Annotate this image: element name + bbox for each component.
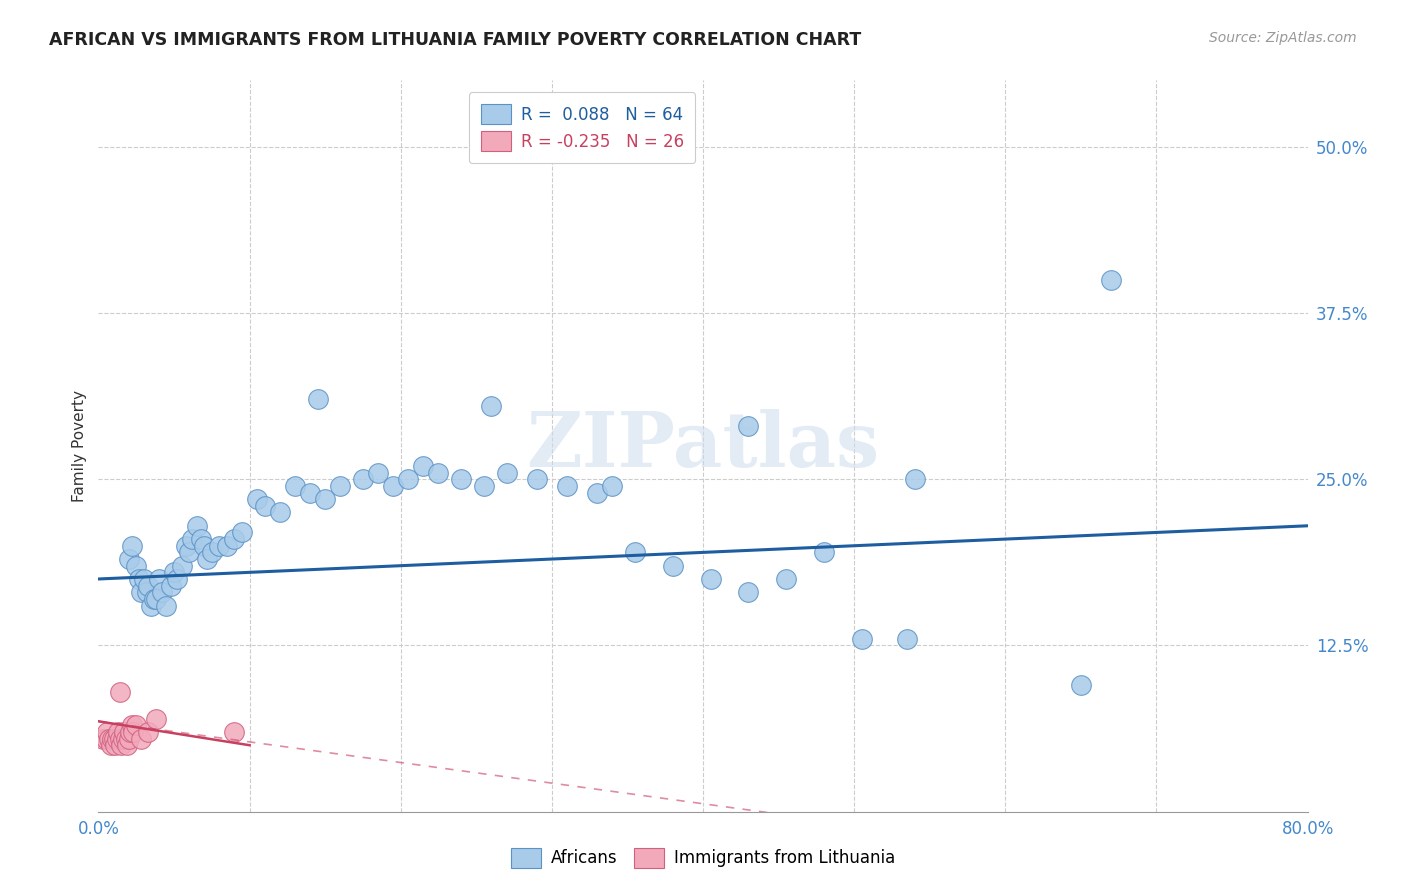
Point	[284, 479, 307, 493]
Point	[148, 572, 170, 586]
Point	[201, 545, 224, 559]
Point	[100, 738, 122, 752]
Point	[661, 558, 683, 573]
Point	[737, 585, 759, 599]
Point	[246, 492, 269, 507]
Point	[155, 599, 177, 613]
Point	[136, 725, 159, 739]
Point	[166, 572, 188, 586]
Point	[602, 479, 624, 493]
Point	[193, 539, 215, 553]
Point	[128, 572, 150, 586]
Legend: R =  0.088   N = 64, R = -0.235   N = 26: R = 0.088 N = 64, R = -0.235 N = 26	[468, 92, 696, 163]
Point	[118, 552, 141, 566]
Point	[145, 712, 167, 726]
Point	[160, 579, 183, 593]
Point	[96, 725, 118, 739]
Point	[150, 585, 173, 599]
Y-axis label: Family Poverty: Family Poverty	[72, 390, 87, 502]
Point	[115, 738, 138, 752]
Point	[108, 731, 131, 746]
Point	[813, 545, 835, 559]
Point	[1070, 678, 1092, 692]
Point	[427, 466, 450, 480]
Point	[111, 731, 134, 746]
Point	[526, 472, 548, 486]
Point	[186, 518, 208, 533]
Point	[450, 472, 472, 486]
Point	[108, 685, 131, 699]
Point	[121, 718, 143, 732]
Point	[129, 585, 152, 599]
Point	[215, 539, 238, 553]
Point	[163, 566, 186, 580]
Point	[125, 718, 148, 732]
Point	[121, 539, 143, 553]
Point	[114, 731, 136, 746]
Point	[94, 731, 117, 746]
Point	[122, 725, 145, 739]
Point	[472, 479, 495, 493]
Point	[1099, 273, 1122, 287]
Point	[101, 731, 124, 746]
Text: AFRICAN VS IMMIGRANTS FROM LITHUANIA FAMILY POVERTY CORRELATION CHART: AFRICAN VS IMMIGRANTS FROM LITHUANIA FAM…	[49, 31, 862, 49]
Point	[120, 725, 142, 739]
Point	[112, 725, 135, 739]
Point	[367, 466, 389, 480]
Legend: Africans, Immigrants from Lithuania: Africans, Immigrants from Lithuania	[505, 841, 901, 875]
Point	[352, 472, 374, 486]
Point	[208, 539, 231, 553]
Point	[495, 466, 517, 480]
Point	[135, 585, 157, 599]
Point	[329, 479, 352, 493]
Point	[143, 591, 166, 606]
Point	[103, 731, 125, 746]
Point	[269, 506, 291, 520]
Point	[775, 572, 797, 586]
Text: Source: ZipAtlas.com: Source: ZipAtlas.com	[1209, 31, 1357, 45]
Point	[314, 492, 336, 507]
Point	[174, 539, 197, 553]
Point	[624, 545, 647, 559]
Point	[91, 731, 114, 746]
Point	[904, 472, 927, 486]
Point	[104, 738, 127, 752]
Point	[699, 572, 721, 586]
Point	[231, 525, 253, 540]
Point	[170, 558, 193, 573]
Point	[179, 545, 201, 559]
Point	[586, 485, 609, 500]
Point	[382, 479, 405, 493]
Point	[896, 632, 918, 646]
Point	[141, 599, 163, 613]
Point	[224, 725, 246, 739]
Point	[136, 579, 159, 593]
Point	[851, 632, 873, 646]
Point	[132, 572, 155, 586]
Point	[555, 479, 578, 493]
Point	[481, 399, 503, 413]
Point	[412, 458, 434, 473]
Point	[195, 552, 218, 566]
Point	[181, 532, 204, 546]
Point	[110, 738, 132, 752]
Point	[224, 532, 246, 546]
Point	[107, 725, 129, 739]
Point	[299, 485, 322, 500]
Point	[396, 472, 419, 486]
Point	[98, 731, 121, 746]
Point	[129, 731, 152, 746]
Point	[190, 532, 212, 546]
Point	[105, 731, 128, 746]
Text: ZIPatlas: ZIPatlas	[526, 409, 880, 483]
Point	[253, 499, 276, 513]
Point	[125, 558, 148, 573]
Point	[118, 731, 141, 746]
Point	[737, 419, 759, 434]
Point	[307, 392, 329, 407]
Point	[145, 591, 167, 606]
